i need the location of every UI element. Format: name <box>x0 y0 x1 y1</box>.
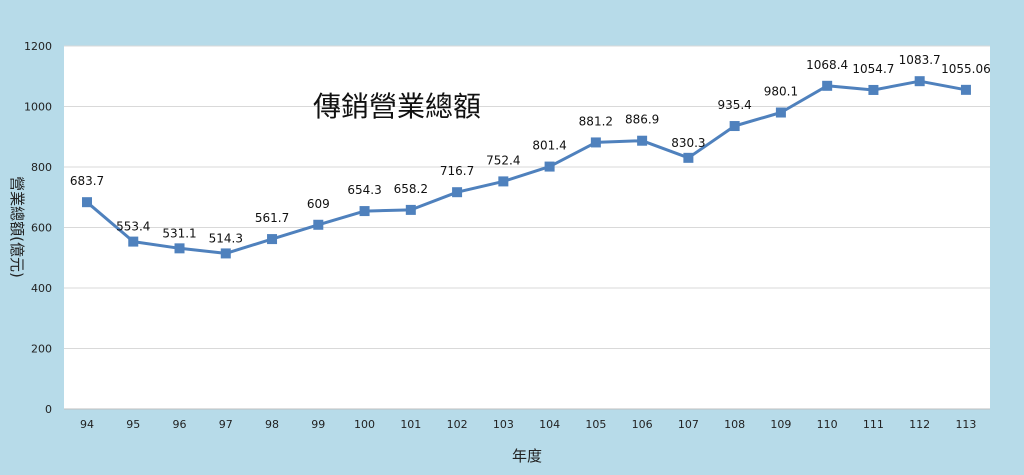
data-point <box>174 243 185 254</box>
x-tick-label: 103 <box>493 418 514 431</box>
x-tick-label: 96 <box>173 418 187 431</box>
data-label: 881.2 <box>579 114 613 128</box>
x-tick-label: 107 <box>678 418 699 431</box>
x-tick-label: 98 <box>265 418 279 431</box>
y-tick-label: 1200 <box>24 40 52 53</box>
data-point <box>220 248 231 259</box>
y-tick-label: 1000 <box>24 101 52 114</box>
y-tick-label: 400 <box>31 282 52 295</box>
x-tick-label: 112 <box>909 418 930 431</box>
data-label: 752.4 <box>486 153 520 167</box>
data-label: 886.9 <box>625 113 659 127</box>
x-tick-label: 111 <box>863 418 884 431</box>
chart-title: 傳銷營業總額 <box>313 90 481 123</box>
x-tick-label: 106 <box>632 418 653 431</box>
data-point <box>313 219 324 230</box>
x-tick-label: 94 <box>80 418 94 431</box>
data-labels: 683.7 553.4 531.1 514.3 561.7 609 654.3 658.2 71… <box>70 53 991 245</box>
data-label: 658.2 <box>394 182 428 196</box>
series-line <box>86 79 967 255</box>
x-axis-ticks: 94 95 96 97 98 99 100 101 102 103 104 105 106 107 108 1… <box>80 418 976 431</box>
x-tick-label: 108 <box>724 418 745 431</box>
y-axis-title: 營業總額(億元) <box>8 176 26 278</box>
data-point <box>452 187 463 198</box>
data-label: 935.4 <box>717 98 751 112</box>
data-point <box>868 84 879 95</box>
x-tick-label: 110 <box>817 418 838 431</box>
x-tick-label: 95 <box>126 418 140 431</box>
data-point <box>544 161 555 172</box>
data-point <box>128 236 139 247</box>
data-label: 553.4 <box>116 220 150 234</box>
x-axis-title: 年度 <box>512 447 542 465</box>
y-tick-label: 0 <box>45 403 52 416</box>
data-label: 531.1 <box>162 226 196 240</box>
data-point <box>683 152 694 163</box>
data-point <box>267 234 278 245</box>
y-axis-ticks: 0 200 400 600 800 1000 1200 <box>24 40 52 416</box>
data-label: 801.4 <box>532 139 566 153</box>
data-label: 514.3 <box>209 231 243 245</box>
data-label: 609 <box>307 197 330 211</box>
data-label: 716.7 <box>440 164 474 178</box>
x-tick-label: 101 <box>400 418 421 431</box>
data-point <box>405 204 416 215</box>
x-tick-label: 99 <box>311 418 325 431</box>
x-tick-label: 104 <box>539 418 560 431</box>
data-markers <box>82 76 971 259</box>
y-tick-label: 800 <box>31 161 52 174</box>
data-label: 980.1 <box>764 85 798 99</box>
x-tick-label: 102 <box>447 418 468 431</box>
x-tick-label: 105 <box>585 418 606 431</box>
data-point <box>775 107 786 118</box>
x-tick-label: 100 <box>354 418 375 431</box>
data-point <box>960 84 971 95</box>
y-tick-label: 200 <box>31 343 52 356</box>
x-tick-label: 97 <box>219 418 233 431</box>
data-label: 1068.4 <box>806 58 848 72</box>
data-label: 561.7 <box>255 211 289 225</box>
data-label: 654.3 <box>347 183 381 197</box>
data-point <box>822 80 833 91</box>
data-point <box>914 76 925 87</box>
data-point <box>637 135 648 146</box>
data-point <box>590 137 601 148</box>
data-point <box>82 197 92 208</box>
data-label: 830.3 <box>671 136 705 150</box>
y-tick-label: 600 <box>31 222 52 235</box>
grid <box>64 45 990 410</box>
x-tick-label: 109 <box>770 418 791 431</box>
x-tick-label: 113 <box>955 418 976 431</box>
data-point <box>729 121 740 132</box>
data-label: 1083.7 <box>899 53 941 67</box>
data-label: 683.7 <box>70 174 104 188</box>
data-point <box>359 206 370 217</box>
data-label: 1055.06 <box>941 62 991 76</box>
data-label: 1054.7 <box>852 62 894 76</box>
data-point <box>498 176 509 187</box>
